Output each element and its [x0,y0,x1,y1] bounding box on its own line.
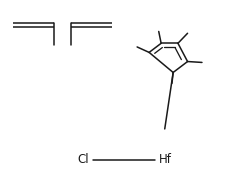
Text: Cl: Cl [78,153,89,166]
Text: Hf: Hf [159,153,172,166]
